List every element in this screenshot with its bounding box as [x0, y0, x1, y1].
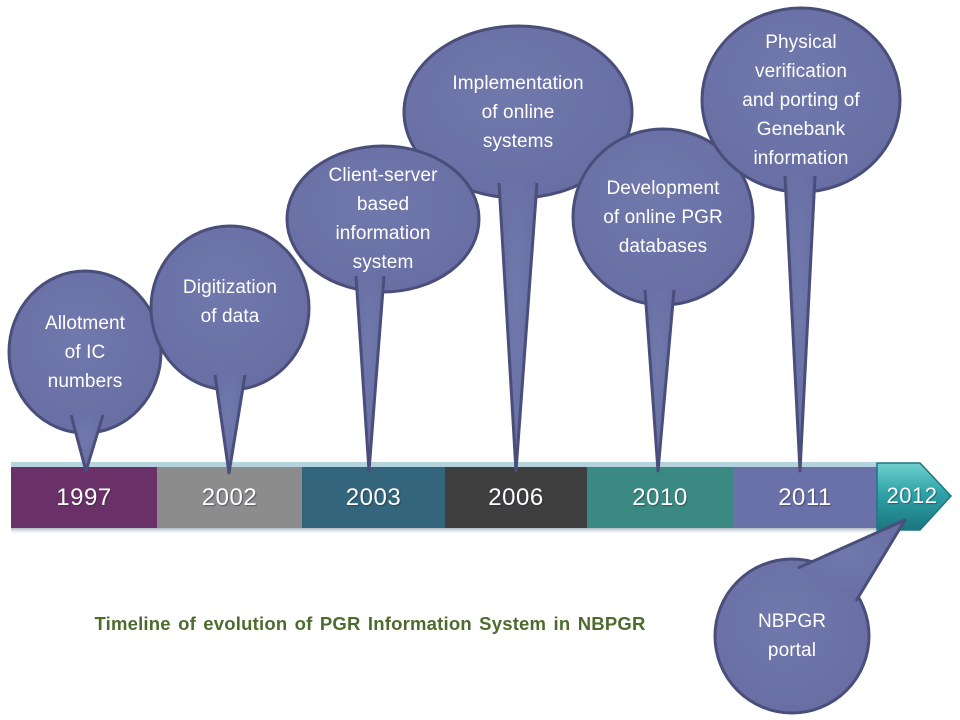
year-label-2010: 2010: [632, 483, 688, 511]
timeline-segment-2006: [445, 467, 587, 528]
balloon-label-implementation: Implementation of online systems: [452, 72, 584, 152]
timeline-segment-1997: [11, 467, 157, 528]
year-label-2003: 2003: [345, 483, 402, 511]
year-label-2011: 2011: [778, 483, 832, 511]
balloon-label-client-server: Client-server based information system: [328, 165, 438, 273]
balloon-tail-client-server: [354, 275, 386, 473]
balloon-tail-physical-verification: [783, 175, 817, 473]
balloon-tail-allotment: [69, 414, 105, 473]
year-label-1997: 1997: [56, 483, 112, 511]
year-label-2012: 2012: [886, 482, 938, 508]
timeline-segment-2011: [733, 467, 877, 528]
timeline-segment-2010: [587, 467, 733, 528]
balloon-ellipse-nbpgr-portal: [713, 557, 871, 715]
timeline-top-edge: [11, 462, 877, 467]
caption: Timeline of evolution of PGR Information…: [94, 613, 646, 634]
timeline-bottom-shadow: [11, 528, 877, 535]
balloon-label-digitization: Digitization of data: [182, 277, 278, 327]
balloon-tail-digitization: [213, 374, 247, 475]
balloon-tail-nbpgr-portal: [797, 518, 907, 602]
timeline-segment-2002: [157, 467, 302, 528]
balloon-label-allotment: Allotment of IC numbers: [44, 312, 126, 392]
year-label-2006: 2006: [488, 483, 544, 511]
timeline-arrow-2012: [876, 462, 953, 531]
balloon-tail-implementation: [497, 182, 539, 473]
balloon-label-nbpgr-portal: NBPGR portal: [757, 611, 827, 661]
year-label-2002: 2002: [201, 483, 258, 511]
timeline-segment-2003: [302, 467, 445, 528]
balloon-tail-development: [643, 289, 676, 473]
balloon-label-development: Development of online PGR databases: [603, 177, 723, 257]
balloon-label-physical-verification: Physical verification and porting of Gen…: [742, 31, 860, 169]
